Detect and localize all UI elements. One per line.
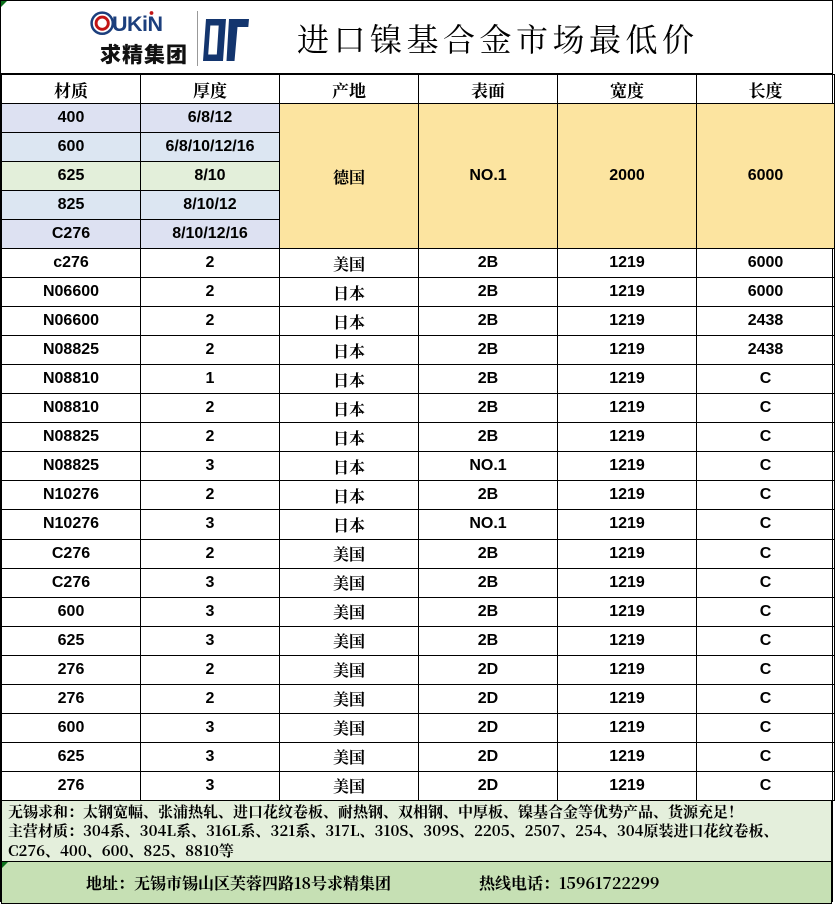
svg-text:UKiN: UKiN: [112, 12, 163, 36]
